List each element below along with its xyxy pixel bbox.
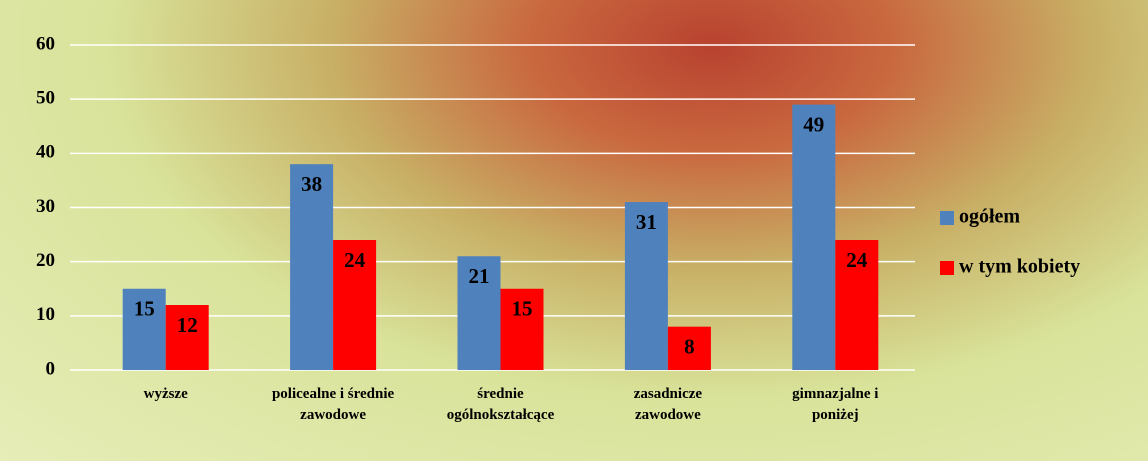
data-label: 24 [344,248,366,272]
data-label: 49 [803,112,824,136]
legend-label: ogółem [959,206,1020,228]
x-tick-label: średnie ogólnokształcące [437,384,565,426]
bar [792,105,835,370]
y-tick-label: 50 [36,88,55,109]
data-label: 38 [301,172,322,196]
y-tick-label: 20 [36,250,55,271]
x-tick-label: zasadnicze zawodowe [604,384,732,426]
data-label: 21 [469,264,490,288]
chart-area: 0 10 20 30 40 50 60 15 12 38 24 21 15 31 8 49 24 ogółem w … [0,0,1148,461]
data-label: 31 [636,210,657,234]
x-tick-label: policealne i średnie zawodowe [269,384,397,426]
y-tick-label: 10 [36,304,55,325]
legend-swatch [940,261,954,275]
data-label: 24 [846,248,868,272]
y-tick-label: 40 [36,142,55,163]
data-label: 15 [512,297,533,321]
data-label: 8 [684,334,695,358]
x-tick-label: gimnazjalne i poniżej [771,384,899,426]
data-label: 15 [134,297,155,321]
legend-label: w tym kobiety [959,256,1080,278]
y-tick-label: 30 [36,196,55,217]
data-label: 12 [177,313,198,337]
y-tick-label: 60 [36,33,55,54]
y-tick-label: 0 [46,358,56,379]
x-tick-label: wyższe [102,384,230,405]
legend-swatch [940,211,954,225]
